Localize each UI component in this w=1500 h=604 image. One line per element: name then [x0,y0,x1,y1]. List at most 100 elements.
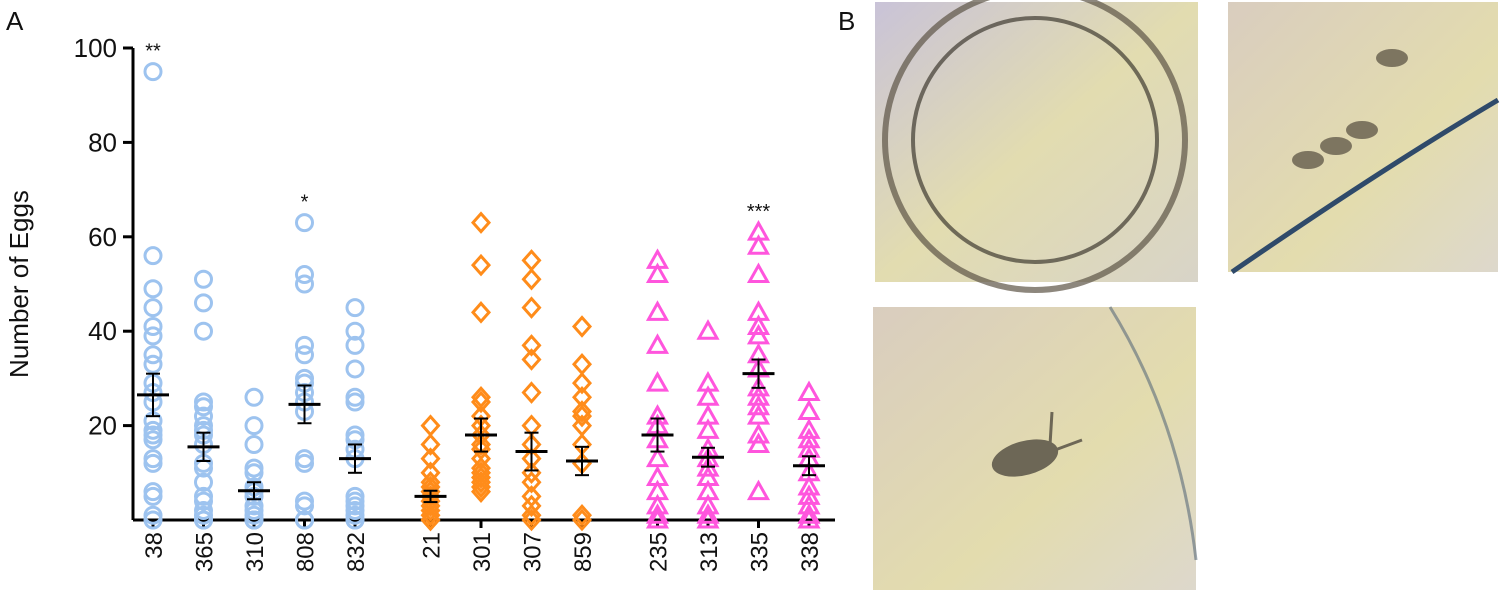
data-point [746,262,771,284]
data-point [470,480,492,503]
data-point [244,510,264,530]
significance: *** [747,201,771,223]
data-point [797,399,821,420]
data-point [521,334,542,357]
data-point [143,62,163,82]
data-point [143,486,163,506]
data-point [295,453,314,473]
data-point [696,319,720,340]
data-point [470,475,492,499]
data-point [470,390,492,414]
x-tick-label: 235 [646,532,673,572]
data-point [295,335,314,355]
data-point [143,279,163,299]
data-point [521,249,542,272]
x-tick-label: 310 [242,532,269,572]
data-point [797,507,821,529]
data-point [797,380,821,402]
data-point [521,268,542,291]
data-point [420,447,441,470]
data-point [571,404,593,428]
data-point [194,510,213,530]
data-point [244,416,264,436]
data-point [345,392,365,412]
data-point [345,335,365,355]
data-point [521,504,542,527]
data-point [470,301,492,324]
data-point [645,262,670,284]
data-point [746,314,771,335]
data-point [645,503,670,524]
data-point [746,394,771,416]
data-point [746,432,771,453]
data-point [521,508,542,532]
x-tick-label: 301 [469,532,496,572]
data-point [194,406,213,426]
data-point [746,479,771,501]
data-point [521,348,542,371]
data-point [194,293,213,313]
y-axis-label: Number of Eggs [4,190,34,378]
significance: ** [145,41,161,63]
data-point [143,326,163,346]
data-point [645,371,670,392]
data-point [244,434,264,454]
data-point [143,430,163,450]
data-point [143,510,163,530]
data-point [295,274,314,294]
data-point [244,387,264,407]
data-point [470,211,492,234]
data-point [521,296,542,319]
data-point [420,504,441,527]
photo [1228,2,1500,275]
data-point [420,499,441,522]
y-tick-label: 20 [88,411,117,441]
data-point [696,503,720,524]
panel-label: B [838,6,855,36]
data-point [470,466,492,489]
data-point [645,300,670,321]
data-point [571,504,593,527]
data-point [571,400,593,423]
data-point [470,253,492,277]
data-point [295,345,314,365]
x-tick-label: 313 [696,532,723,572]
data-point [470,433,492,456]
data-point [143,354,163,374]
data-point [420,433,441,456]
data-point [645,333,670,354]
data-point [194,269,213,289]
data-point [746,422,771,444]
data-point [295,213,314,233]
data-point [345,510,365,530]
data-point [746,234,771,255]
x-tick-label: 21 [419,532,446,559]
data-point [143,246,163,266]
data-point [143,298,163,318]
data-point [521,470,542,494]
x-tick-label: 365 [192,532,219,572]
x-tick-label: 808 [293,532,320,572]
data-point [143,345,163,365]
data-point [194,397,213,417]
x-tick-label: 307 [520,532,547,572]
data-point [420,414,441,437]
data-point [571,315,593,338]
photo [873,306,1198,590]
significance: * [301,192,309,214]
y-tick-label: 60 [88,222,117,252]
data-point [295,510,314,530]
data-point [244,463,264,483]
data-point [295,496,314,516]
data-point [797,503,821,524]
data-point [420,508,441,532]
y-tick-label: 40 [88,316,117,346]
data-point [194,472,213,492]
data-point [194,491,213,511]
data-point [143,453,163,473]
data-point [345,321,365,341]
data-point [696,507,720,529]
data-point [571,508,593,532]
data-point [345,359,365,379]
